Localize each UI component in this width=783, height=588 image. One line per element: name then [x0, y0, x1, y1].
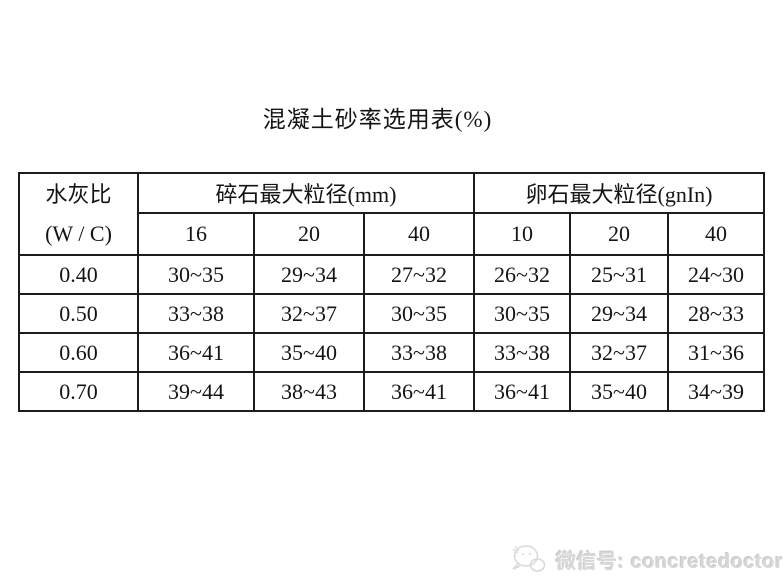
table-row: 0.60 36~41 35~40 33~38 33~38 32~37 31~36 — [18, 332, 765, 373]
page-title: 混凝土砂率选用表(%) — [262, 107, 493, 132]
sand-ratio-cell: 32~37 — [569, 332, 669, 373]
sand-ratio-cell: 36~41 — [363, 371, 475, 412]
group-header-pebble: 卵石最大粒径(gnIn) — [473, 172, 765, 214]
sand-ratio-cell: 27~32 — [363, 254, 475, 295]
sand-ratio-cell: 30~35 — [473, 293, 571, 334]
sand-ratio-cell: 36~41 — [137, 332, 255, 373]
sand-ratio-cell: 30~35 — [137, 254, 255, 295]
group-header-crushed-stone: 碎石最大粒径(mm) — [137, 172, 475, 214]
table-row: 0.40 30~35 29~34 27~32 26~32 25~31 24~30 — [18, 254, 765, 295]
subcol-crushed-16: 16 — [137, 212, 255, 256]
sand-ratio-cell: 39~44 — [137, 371, 255, 412]
wc-ratio-cell: 0.60 — [18, 332, 139, 373]
wc-ratio-cell: 0.70 — [18, 371, 139, 412]
sand-ratio-cell: 29~34 — [569, 293, 669, 334]
sand-ratio-cell: 29~34 — [253, 254, 365, 295]
sand-ratio-cell: 25~31 — [569, 254, 669, 295]
sand-ratio-cell: 31~36 — [667, 332, 765, 373]
wc-ratio-cell: 0.50 — [18, 293, 139, 334]
table-row: 0.70 39~44 38~43 36~41 36~41 35~40 34~39 — [18, 371, 765, 412]
sand-ratio-cell: 33~38 — [363, 332, 475, 373]
sand-ratio-cell: 36~41 — [473, 371, 571, 412]
wechat-icon — [509, 541, 547, 577]
wc-ratio-cell: 0.40 — [18, 254, 139, 295]
subcol-crushed-40: 40 — [363, 212, 475, 256]
sand-ratio-cell: 35~40 — [569, 371, 669, 412]
sand-ratio-cell: 33~38 — [473, 332, 571, 373]
sand-ratio-cell: 24~30 — [667, 254, 765, 295]
subcol-pebble-20: 20 — [569, 212, 669, 256]
table-row: 0.50 33~38 32~37 30~35 30~35 29~34 28~33 — [18, 293, 765, 334]
row-header-wc-line1: 水灰比 — [45, 182, 112, 207]
subcol-pebble-40: 40 — [667, 212, 765, 256]
row-header-wc: 水灰比 (W / C) — [18, 172, 139, 256]
sand-ratio-cell: 30~35 — [363, 293, 475, 334]
sand-ratio-cell: 38~43 — [253, 371, 365, 412]
sand-ratio-cell: 35~40 — [253, 332, 365, 373]
table-subheader-row: 16 20 40 10 20 40 — [19, 212, 765, 256]
sand-ratio-cell: 33~38 — [137, 293, 255, 334]
wechat-id-label: 微信号: concretedoctor — [556, 550, 783, 573]
table-group-header-row: 水灰比 (W / C) 碎石最大粒径(mm) 卵石最大粒径(gnIn) — [18, 172, 765, 256]
sand-ratio-table: 水灰比 (W / C) 碎石最大粒径(mm) 卵石最大粒径(gnIn) 16 2… — [18, 172, 765, 412]
subcol-pebble-10: 10 — [473, 212, 571, 256]
row-header-wc-line2: (W / C) — [45, 221, 112, 246]
wechat-watermark: 微信号: concretedoctor — [509, 540, 783, 578]
sand-ratio-cell: 34~39 — [667, 371, 765, 412]
sand-ratio-cell: 26~32 — [473, 254, 571, 295]
sand-ratio-cell: 32~37 — [253, 293, 365, 334]
subcol-crushed-20: 20 — [253, 212, 365, 256]
sand-ratio-cell: 28~33 — [667, 293, 765, 334]
